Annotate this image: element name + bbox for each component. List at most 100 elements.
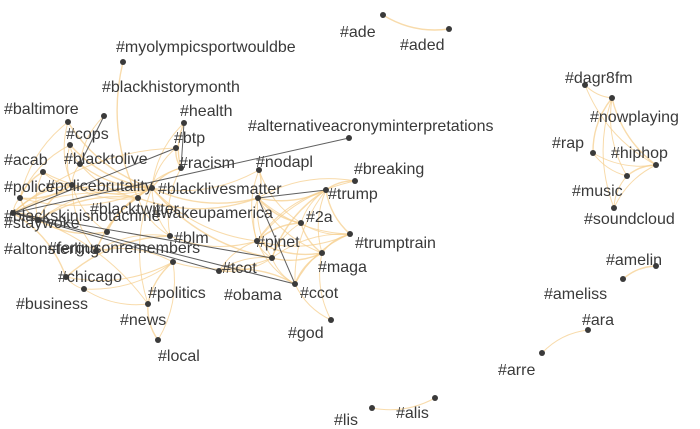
node-trump[interactable] — [323, 187, 329, 193]
node-label-rap[interactable]: #rap — [552, 135, 584, 152]
node-aded[interactable] — [446, 26, 452, 32]
node-amelin[interactable] — [653, 263, 659, 269]
node-trumptrain[interactable] — [347, 231, 353, 237]
node-label-blackhistorymonth[interactable]: #blackhistorymonth — [102, 79, 240, 96]
node-label-politics[interactable]: #politics — [148, 285, 206, 302]
node-label-blackskinisnotacrime[interactable]: #blackskinisnotacrime — [4, 208, 161, 225]
node-label-maga[interactable]: #maga — [318, 259, 367, 276]
node-label-blacktolive[interactable]: #blacktolive — [64, 151, 148, 168]
node-staywoke[interactable] — [35, 217, 41, 223]
node-label-breaking[interactable]: #breaking — [354, 161, 424, 178]
node-policebrutality[interactable] — [69, 182, 75, 188]
node-local[interactable] — [155, 337, 161, 343]
node-alternativeacronyminterpretations[interactable] — [346, 135, 352, 141]
node-btp[interactable] — [173, 145, 179, 151]
node-tcot[interactable] — [269, 255, 275, 261]
node-label-ameliss[interactable]: #ameliss — [544, 286, 607, 303]
node-god[interactable] — [328, 317, 334, 323]
node-label-fergusonremembers[interactable]: #fergusonremembers — [48, 240, 200, 257]
node-label-policebrutality[interactable]: #policebrutality — [46, 178, 153, 195]
node-maga[interactable] — [319, 250, 325, 256]
node-news[interactable] — [145, 301, 151, 307]
node-label-obama[interactable]: #obama — [224, 287, 282, 304]
node-label-business[interactable]: #business — [16, 296, 88, 313]
node-label-blacklivesmatter[interactable]: #blacklivesmatter — [158, 181, 282, 198]
node-altonsterling[interactable] — [104, 229, 110, 235]
node-police[interactable] — [17, 195, 23, 201]
node-label-staywoke[interactable]: #staywoke — [4, 215, 80, 232]
node-ara[interactable] — [585, 327, 591, 333]
node-label-racism[interactable]: #racism — [179, 155, 235, 172]
node-blackskinisnotacrime[interactable] — [10, 210, 16, 216]
node-lis[interactable] — [369, 405, 375, 411]
node-label-nowplaying[interactable]: #nowplaying — [590, 109, 679, 126]
node-wakeupamerica[interactable] — [255, 195, 261, 201]
node-acab[interactable] — [40, 169, 46, 175]
node-label-pjnet[interactable]: #pjnet — [256, 234, 300, 251]
node-label-lis[interactable]: #lis — [334, 412, 358, 429]
node-chicago[interactable] — [63, 274, 69, 280]
node-label-ccot[interactable]: #ccot — [300, 285, 339, 302]
node-label-alis[interactable]: #alis — [396, 405, 429, 422]
node-label-blm[interactable]: #blm — [174, 230, 209, 247]
node-business[interactable] — [81, 286, 87, 292]
node-label-trump[interactable]: #trump — [328, 186, 378, 203]
node-label-arre[interactable]: #arre — [498, 362, 535, 379]
node-label-trumptrain[interactable]: #trumptrain — [355, 235, 436, 252]
node-label-tcot[interactable]: #tcot — [222, 260, 257, 277]
node-rap[interactable] — [590, 150, 596, 156]
node-blackhistorymonth[interactable] — [101, 113, 107, 119]
node-label-altonsterling[interactable]: #altonsterling — [4, 241, 99, 258]
node-fergusonremembers[interactable] — [93, 248, 99, 254]
node-baltimore[interactable] — [65, 119, 71, 125]
node-nowplaying[interactable] — [609, 95, 615, 101]
node-ameliss[interactable] — [620, 276, 626, 282]
node-label-music[interactable]: #music — [572, 183, 623, 200]
node-obama[interactable] — [216, 268, 222, 274]
node-ade[interactable] — [380, 12, 386, 18]
node-label-dagr8fm[interactable]: #dagr8fm — [565, 70, 633, 87]
node-soundcloud[interactable] — [611, 205, 617, 211]
node-racism[interactable] — [178, 165, 184, 171]
node-arre[interactable] — [539, 350, 545, 356]
node-label-blacktwitter[interactable]: #blacktwitter — [90, 201, 180, 218]
node-blm[interactable] — [167, 233, 173, 239]
node-label-cops[interactable]: #cops — [66, 126, 109, 143]
node-label-acab[interactable]: #acab — [4, 152, 48, 169]
node-hiphop[interactable] — [653, 162, 659, 168]
node-ccot[interactable] — [292, 281, 298, 287]
node-cops[interactable] — [67, 142, 73, 148]
node-music[interactable] — [624, 173, 630, 179]
node-breaking[interactable] — [352, 178, 358, 184]
node-label-ara[interactable]: #ara — [582, 312, 614, 329]
node-nodapl[interactable] — [256, 167, 262, 173]
node-label-soundcloud[interactable]: #soundcloud — [584, 211, 675, 228]
node-label-nodapl[interactable]: #nodapl — [256, 154, 313, 171]
node-label-baltimore[interactable]: #baltimore — [4, 101, 79, 118]
node-label-police[interactable]: #police — [4, 179, 55, 196]
node-label-alternativeacronyminterpretations[interactable]: #alternativeacronyminterpretations — [248, 118, 493, 135]
node-dagr8fm[interactable] — [582, 82, 588, 88]
node-label-local[interactable]: #local — [158, 348, 200, 365]
node-blacktolive[interactable] — [77, 161, 83, 167]
node-health[interactable] — [181, 120, 187, 126]
node-label-hiphop[interactable]: #hiphop — [611, 145, 668, 162]
node-label-wakeupamerica[interactable]: #wakeupamerica — [152, 205, 273, 222]
node-label-chicago[interactable]: #chicago — [58, 269, 122, 286]
node-label-god[interactable]: #god — [288, 325, 324, 342]
node-label-health[interactable]: #health — [180, 103, 233, 120]
node-politics[interactable] — [170, 259, 176, 265]
node-label-news[interactable]: #news — [120, 312, 166, 329]
node-label-2a[interactable]: #2a — [306, 209, 333, 226]
node-label-amelin[interactable]: #amelin — [606, 252, 662, 269]
node-alis[interactable] — [432, 395, 438, 401]
node-label-aded[interactable]: #aded — [400, 37, 445, 54]
node-myolympicsportwouldbe[interactable] — [120, 59, 126, 65]
node-blacklivesmatter[interactable] — [149, 185, 155, 191]
node-2a[interactable] — [298, 220, 304, 226]
node-label-ade[interactable]: #ade — [340, 24, 376, 41]
node-pjnet[interactable] — [254, 238, 260, 244]
node-label-btp[interactable]: #btp — [174, 130, 205, 147]
node-blacktwitter[interactable] — [135, 195, 141, 201]
node-label-myolympicsportwouldbe[interactable]: #myolympicsportwouldbe — [116, 39, 296, 56]
